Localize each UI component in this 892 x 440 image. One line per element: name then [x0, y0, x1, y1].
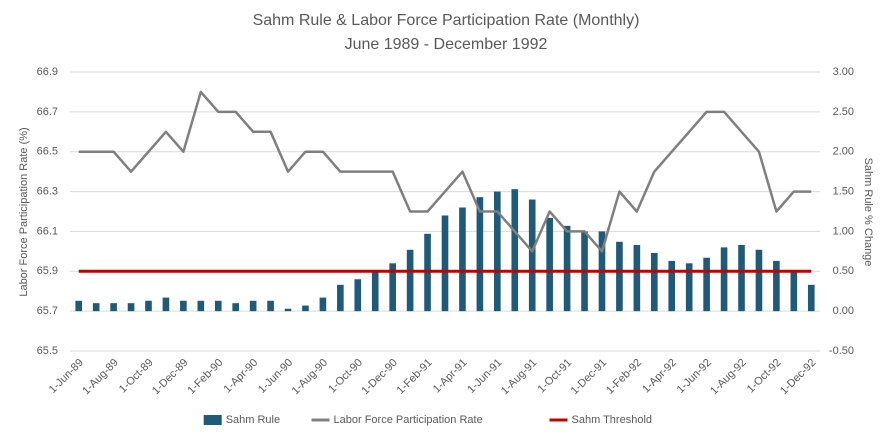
bar	[319, 297, 327, 312]
x-tick-label: 1-Apr-91	[431, 357, 470, 396]
legend-swatch	[203, 415, 222, 425]
x-tick-label: 1-Jun-89	[47, 357, 86, 396]
bar	[127, 303, 135, 312]
bar	[389, 263, 396, 312]
y-tick-label: 65.9	[37, 265, 58, 277]
y2-tick-label: 2.50	[833, 106, 854, 118]
bar	[302, 305, 309, 312]
bar	[668, 260, 676, 312]
bar	[145, 300, 152, 312]
x-tick-label: 1-Feb-92	[604, 357, 644, 397]
x-tick-label: 1-Jun-90	[256, 357, 295, 396]
bar	[110, 303, 117, 312]
x-tick-label: 1-Feb-91	[395, 357, 435, 397]
y-tick-label: 65.5	[37, 345, 58, 357]
bar	[720, 247, 728, 312]
y2-axis-title: Sahm Rule % Change	[862, 158, 874, 267]
bar	[790, 271, 798, 312]
x-tick-label: 1-Dec-90	[359, 357, 399, 397]
x-tick-label: 1-Aug-91	[499, 357, 539, 397]
bar	[494, 191, 501, 312]
bar	[546, 217, 553, 312]
bar	[337, 284, 344, 312]
bar	[284, 308, 292, 312]
y2-tick-label: 1.50	[833, 185, 854, 197]
bar	[354, 279, 362, 312]
y2-tick-label: 3.00	[833, 66, 854, 78]
y-tick-label: 66.9	[37, 66, 58, 78]
bar	[773, 260, 780, 312]
x-tick-label: 1-Dec-91	[569, 357, 609, 397]
bar	[162, 297, 170, 312]
y-tick-label: 66.3	[37, 185, 58, 197]
bar	[267, 300, 274, 312]
bar	[807, 284, 815, 312]
x-tick-label: 1-Apr-92	[640, 357, 679, 396]
bar	[511, 189, 519, 312]
y-tick-label: 66.5	[37, 146, 58, 158]
x-tick-label: 1-Dec-89	[150, 357, 190, 397]
legend-label: Labor Force Participation Rate	[334, 414, 483, 426]
x-tick-label: 1-Apr-90	[222, 357, 261, 396]
x-tick-label: 1-Jun-91	[465, 357, 504, 396]
bar	[406, 249, 414, 312]
legend-label: Sahm Threshold	[572, 414, 653, 426]
y2-tick-label: 0.00	[833, 305, 854, 317]
bar	[703, 257, 710, 312]
bar	[616, 241, 623, 312]
bar	[738, 244, 745, 312]
bar	[476, 197, 484, 312]
y2-tick-label: -0.50	[829, 345, 854, 357]
line	[78, 90, 812, 253]
chart-title: Sahm Rule & Labor Force Participation Ra…	[253, 12, 640, 29]
bar	[563, 225, 571, 312]
bar	[685, 263, 693, 312]
bar	[92, 303, 100, 312]
bar	[214, 300, 222, 312]
bar	[197, 300, 205, 312]
y2-tick-label: 1.00	[833, 225, 854, 237]
bar	[180, 300, 187, 312]
x-tick-label: 1-Aug-90	[290, 357, 330, 397]
bar	[75, 300, 83, 312]
y-tick-label: 66.7	[37, 106, 58, 118]
y-tick-label: 65.7	[37, 305, 58, 317]
y-tick-label: 66.1	[37, 225, 58, 237]
x-tick-label: 1-Aug-92	[708, 357, 748, 397]
chart-subtitle: June 1989 - December 1992	[345, 36, 548, 53]
x-tick-label: 1-Jun-92	[675, 357, 714, 396]
x-tick-label: 1-Dec-92	[778, 357, 818, 397]
bar	[528, 199, 536, 312]
bar	[650, 252, 658, 312]
bar	[755, 249, 763, 312]
y-axis-title: Labor Force Participation Rate (%)	[18, 127, 30, 296]
y2-tick-label: 2.00	[833, 146, 854, 158]
y2-tick-label: 0.50	[833, 265, 854, 277]
x-tick-label: 1-Feb-90	[185, 357, 225, 397]
x-tick-label: 1-Aug-89	[80, 357, 120, 397]
bar	[249, 300, 257, 312]
bar	[459, 207, 466, 312]
bar	[633, 244, 641, 312]
bar	[441, 215, 449, 312]
legend-label: Sahm Rule	[226, 414, 280, 426]
bar	[232, 303, 240, 312]
bar	[371, 271, 379, 312]
